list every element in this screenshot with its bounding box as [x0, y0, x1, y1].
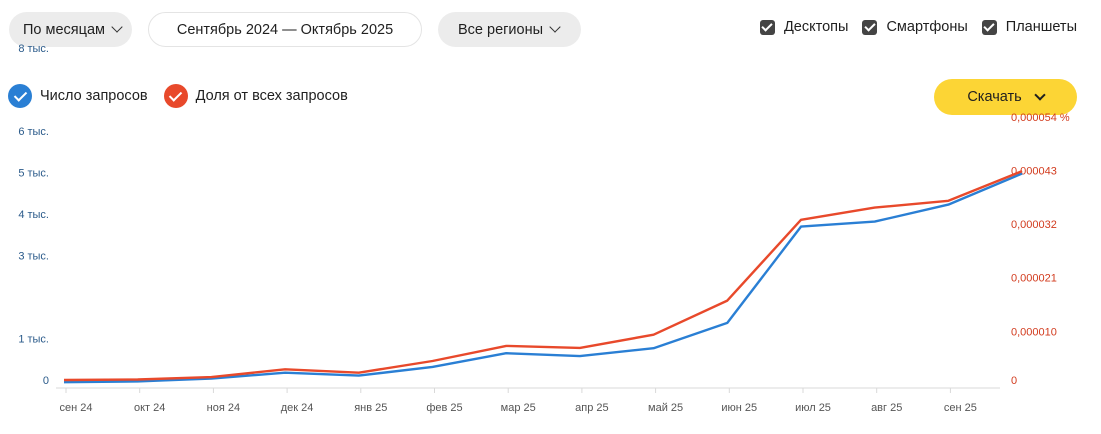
series-line-requests — [63, 172, 1023, 384]
region-label: Все регионы — [458, 21, 544, 38]
legend-label-share: Доля от всех запросов — [195, 88, 348, 104]
period-select[interactable]: По месяцам — [9, 12, 132, 47]
y-right-tick-label: 0,000032 — [1011, 219, 1057, 231]
y-right-tick-label: 0,000021 — [1011, 273, 1057, 285]
legend-label-requests: Число запросов — [40, 88, 148, 104]
device-desktop-checkbox[interactable]: Десктопы — [759, 19, 849, 35]
download-label: Скачать — [967, 89, 1022, 105]
y-right-tick-label: 0 — [1011, 375, 1017, 387]
y-left-tick-label: 3 тыс. — [18, 251, 49, 263]
y-left-tick-label: 4 тыс. — [18, 209, 49, 221]
legend-item-requests[interactable]: Число запросов — [8, 84, 148, 108]
check-circle-icon[interactable] — [163, 84, 188, 108]
x-tick-label: сен 25 — [944, 402, 977, 414]
x-tick-label: мар 25 — [501, 402, 536, 414]
check-circle-icon[interactable] — [8, 84, 32, 108]
checkbox-checked-icon[interactable] — [759, 19, 775, 35]
legend-item-share[interactable]: Доля от всех запросов — [163, 84, 348, 108]
x-tick-label: июл 25 — [795, 402, 831, 414]
device-filters: Десктопы Смартфоны Планшеты — [759, 19, 1077, 35]
device-desktop-label: Десктопы — [783, 19, 849, 35]
date-range-picker[interactable]: Сентябрь 2024 — Октябрь 2025 — [148, 12, 422, 47]
download-button[interactable]: Скачать — [934, 79, 1077, 115]
x-tick-label: фев 25 — [426, 402, 462, 414]
y-left-tick-label: 1 тыс. — [18, 334, 49, 346]
x-tick-label: апр 25 — [575, 402, 608, 414]
x-tick-label: янв 25 — [354, 402, 387, 414]
device-tablet-checkbox[interactable]: Планшеты — [981, 19, 1077, 35]
checkbox-checked-icon[interactable] — [862, 19, 878, 35]
chart-legend: Число запросов Доля от всех запросов — [8, 84, 348, 108]
x-tick-label: авг 25 — [871, 402, 902, 414]
y-left-tick-label: 0 — [43, 375, 49, 387]
checkbox-checked-icon[interactable] — [981, 19, 997, 35]
device-smartphone-checkbox[interactable]: Смартфоны — [862, 19, 968, 35]
y-right-tick-label: 0,000054 % — [1011, 112, 1070, 124]
device-tablet-label: Планшеты — [1005, 19, 1077, 35]
period-label: По месяцам — [23, 21, 105, 38]
device-smartphone-label: Смартфоны — [886, 19, 968, 35]
date-range-label: Сентябрь 2024 — Октябрь 2025 — [176, 21, 394, 38]
x-tick-label: ноя 24 — [207, 402, 240, 414]
y-right-tick-label: 0,000010 — [1011, 326, 1057, 338]
x-tick-label: май 25 — [648, 402, 683, 414]
x-tick-label: дек 24 — [281, 402, 314, 414]
x-tick-label: июн 25 — [721, 402, 757, 414]
x-tick-label: сен 24 — [60, 402, 93, 414]
x-tick-label: окт 24 — [134, 402, 165, 414]
y-left-tick-label: 6 тыс. — [18, 126, 49, 138]
y-left-tick-label: 8 тыс. — [18, 43, 49, 55]
region-select[interactable]: Все регионы — [438, 12, 581, 47]
y-left-tick-label: 5 тыс. — [18, 168, 49, 180]
series-line-share — [63, 169, 1023, 382]
